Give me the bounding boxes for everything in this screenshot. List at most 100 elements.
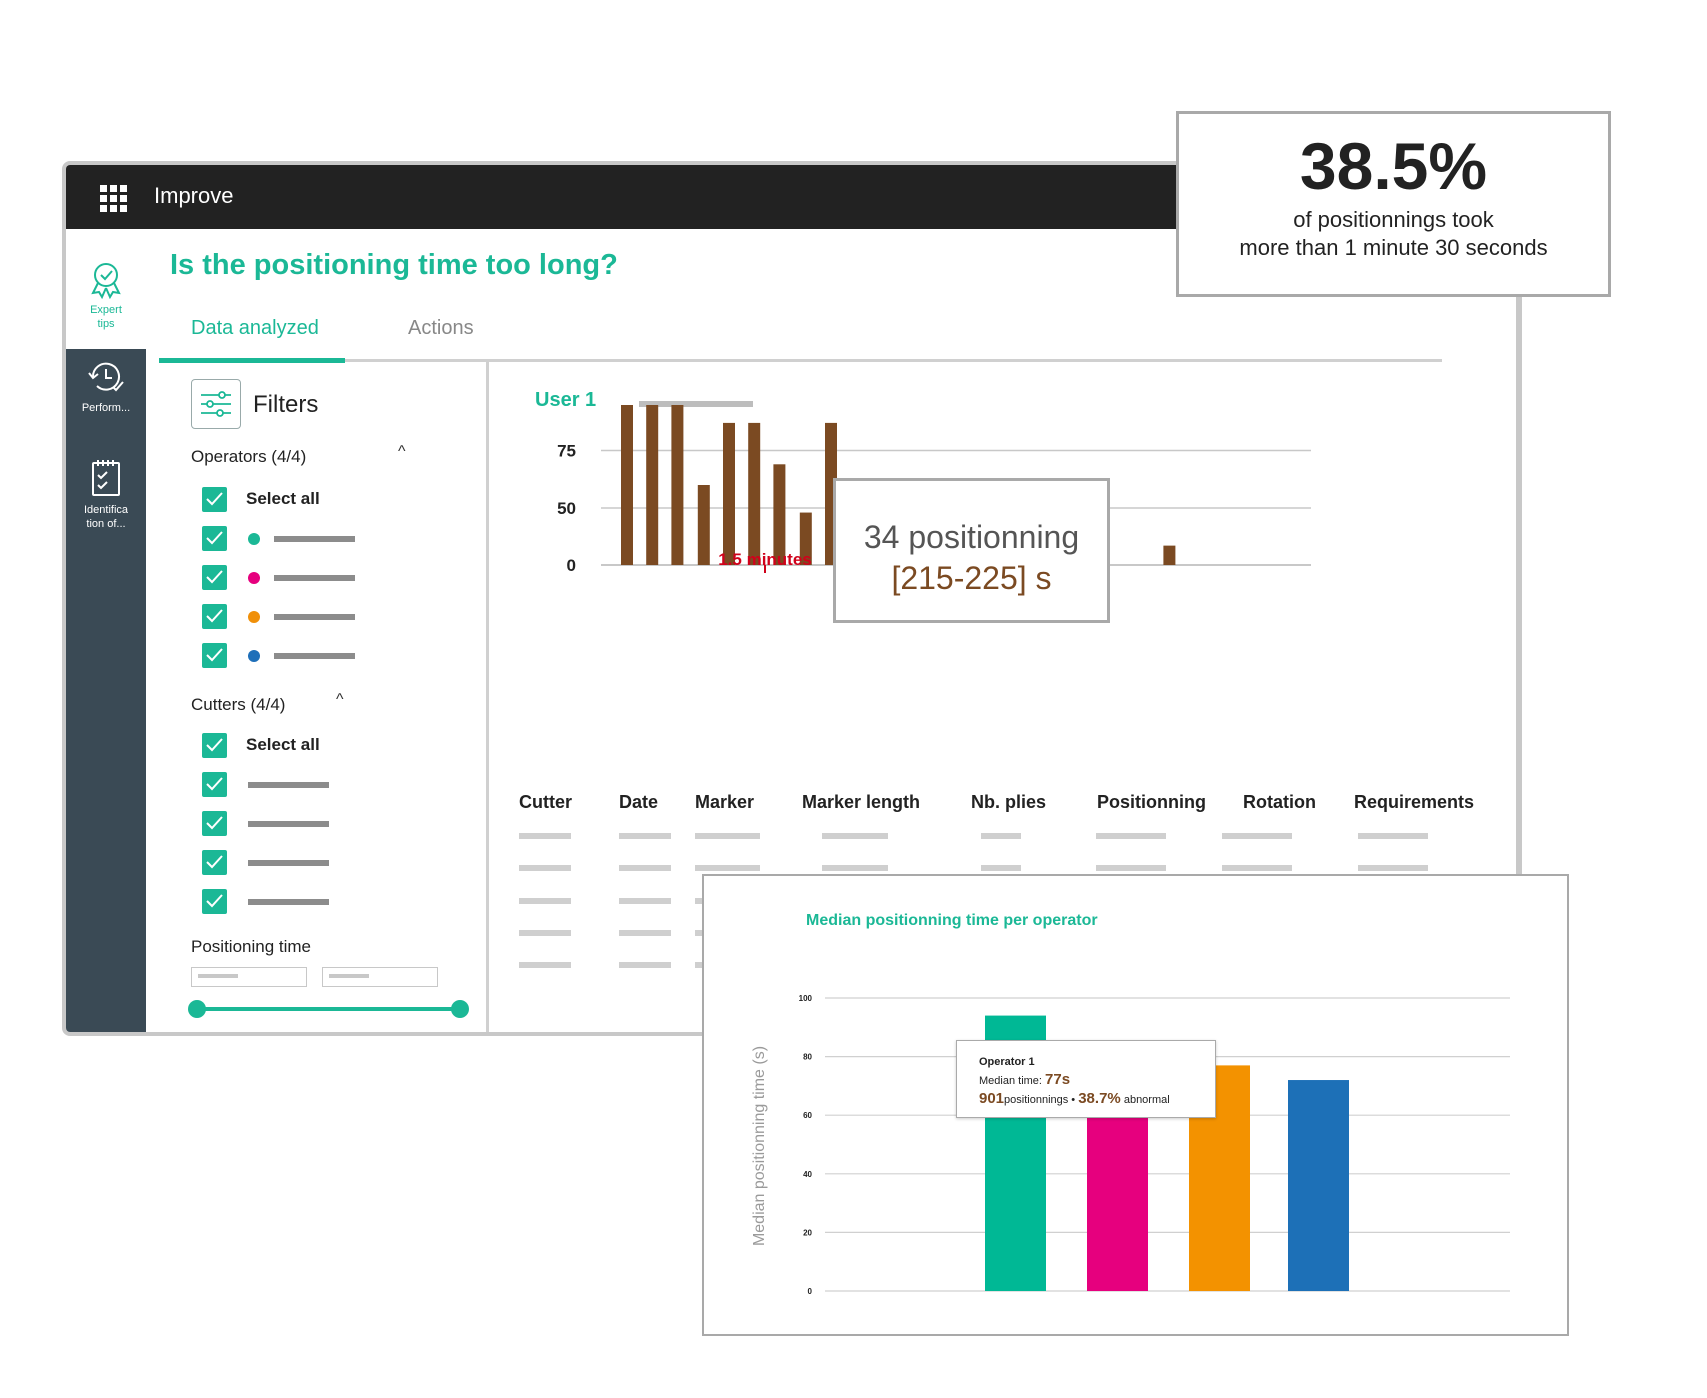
table-cell-placeholder [619,962,671,968]
check-icon [206,894,223,908]
column-header-positionning[interactable]: Positionning [1097,792,1206,812]
sidebar-item-label: Perform... [81,402,131,414]
tooltip-stats-line: 901positionnings • 38.7% abnormal [979,1090,1215,1109]
filters-button[interactable] [191,379,241,429]
data-table-header: Cutter Date Marker Marker length Nb. pli… [66,792,1518,822]
sidebar-item-performance[interactable]: Perform... [66,357,146,415]
max-time-input[interactable] [322,967,438,987]
tooltip-operator: Operator 1 [979,1056,1035,1068]
callout-text: of positionnings took more than 1 minute… [1179,206,1608,262]
tab-actions[interactable]: Actions [408,317,474,339]
median-chart-card: 0 20 40 60 80 100 Median positionning time (s)… [702,874,1569,1336]
cutter-checkbox[interactable] [202,811,227,836]
cutters-select-all-label: Select all [246,735,320,754]
column-header-marker-length[interactable]: Marker length [802,792,921,812]
histogram-bar [646,405,659,565]
threshold-label: 1.5 minutes [718,550,812,569]
histogram-tooltip: 34 positionning [215-225] s [833,478,1110,623]
operator-name-placeholder [274,614,355,620]
tooltip-abnormal-pct: 38.7% [1078,1090,1121,1107]
column-header-rotation[interactable]: Rotation [1243,792,1316,812]
tooltip-count-label: positionnings [1004,1094,1069,1106]
table-cell-placeholder [519,898,571,904]
tooltip-separator: • [1068,1094,1079,1106]
sidebar: Expert tips Perform... Identifica tion o… [66,229,146,1032]
column-header-nb-plies[interactable]: Nb. plies [971,792,1047,812]
y-tick-label: 50 [557,499,576,518]
table-cell-placeholder [519,833,571,839]
app-grid-icon[interactable] [100,185,127,212]
tooltip-range: [215-225] s [891,560,1052,596]
check-icon [206,531,223,545]
operator-checkbox[interactable] [202,565,227,590]
time-range-slider[interactable] [196,1007,458,1011]
cutter-name-placeholder [248,782,329,788]
award-icon [91,263,121,299]
y-tick-label: 0 [808,1287,813,1296]
filters-divider [486,362,489,1032]
histogram-bar [671,405,684,565]
tooltip-median-line: Median time: 77s [979,1071,1215,1090]
sidebar-item-label: tips [97,318,115,330]
y-tick-label: 60 [803,1111,812,1120]
table-cell-placeholder [1358,833,1428,839]
check-icon [206,648,223,662]
table-cell-placeholder [822,833,888,839]
histogram-title: User 1 [535,389,597,411]
operator-color-dot [248,611,260,623]
cutter-checkbox[interactable] [202,772,227,797]
table-cell-placeholder [519,962,571,968]
chevron-up-icon[interactable]: ^ [398,443,406,460]
operator-checkbox[interactable] [202,643,227,668]
filters-title: Filters [253,391,319,418]
check-icon [206,570,223,584]
check-icon [206,855,223,869]
table-cell-placeholder [619,865,671,871]
app-window: Improve Expert tips Perform... Identific… [62,161,1522,1036]
y-tick-label: 20 [803,1228,812,1237]
column-header-date[interactable]: Date [619,792,659,812]
table-cell-placeholder [695,865,760,871]
sidebar-item-expert-tips[interactable]: Expert tips [66,229,146,349]
column-header-cutter[interactable]: Cutter [519,792,572,812]
check-icon [206,609,223,623]
clipboard-check-icon [92,460,120,496]
operators-select-all-checkbox[interactable] [202,487,227,512]
sidebar-item-label: Expert [90,304,122,316]
chevron-up-icon[interactable]: ^ [336,691,344,708]
table-cell-placeholder [1222,865,1292,871]
histogram-bar [723,422,735,565]
table-cell-placeholder [695,930,703,936]
slider-min-handle[interactable] [188,1000,206,1018]
operator-color-dot [248,650,260,662]
table-cell-placeholder [619,898,671,904]
sidebar-item-identification[interactable]: Identifica tion of... [66,457,146,531]
cutter-name-placeholder [248,860,329,866]
operator-color-dot [248,572,260,584]
table-cell-placeholder [695,833,760,839]
check-icon [206,738,223,752]
callout-line: more than 1 minute 30 seconds [1239,235,1548,260]
operator-checkbox[interactable] [202,604,227,629]
cutter-checkbox[interactable] [202,850,227,875]
sliders-icon [201,391,231,417]
median-chart-title: Median positionning time per operator [806,912,1098,929]
y-tick-label: 100 [799,994,813,1003]
cutters-select-all-checkbox[interactable] [202,733,227,758]
table-cell-placeholder [981,865,1021,871]
column-header-requirements[interactable]: Requirements [1354,792,1475,812]
cutter-name-placeholder [248,821,329,827]
y-tick-label: 0 [567,556,576,575]
tab-divider [159,359,1442,362]
cutter-name-placeholder [248,899,329,905]
cutter-checkbox[interactable] [202,889,227,914]
histogram-bar [621,405,633,565]
min-time-input[interactable] [191,967,307,987]
operator-checkbox[interactable] [202,526,227,551]
tab-data-analyzed[interactable]: Data analyzed [191,317,319,339]
slider-max-handle[interactable] [451,1000,469,1018]
histogram-subtitle-placeholder [639,401,753,407]
column-header-marker[interactable]: Marker [695,792,755,812]
operators-group-title: Operators (4/4) [191,447,307,466]
median-bar [1087,1097,1148,1291]
